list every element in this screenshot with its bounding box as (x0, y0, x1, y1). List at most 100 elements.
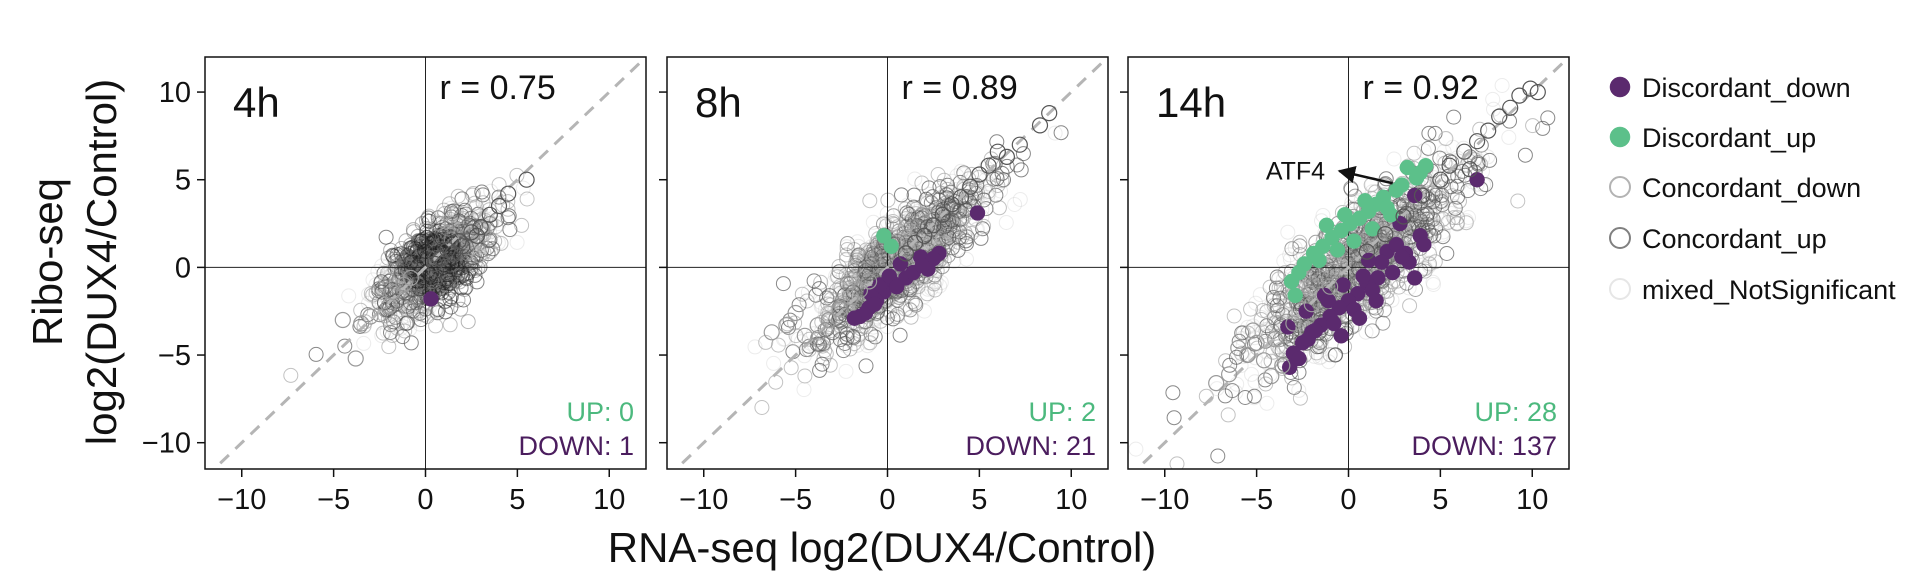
legend: Discordant_down Discordant_up Concordant_d… (1609, 73, 1896, 305)
background-point (1053, 125, 1069, 141)
background-point (958, 233, 974, 249)
background-point (1540, 110, 1556, 126)
background-point (1292, 234, 1308, 250)
identity-line (674, 57, 1108, 469)
legend-label: Discordant_up (1642, 123, 1816, 153)
background-point (375, 325, 391, 341)
background-point (403, 295, 419, 311)
background-point (969, 178, 985, 193)
background-point (403, 254, 419, 270)
background-point (850, 331, 866, 347)
background-point (1259, 304, 1275, 320)
background-point (980, 189, 995, 205)
background-point (337, 338, 353, 354)
point-Concordant_up (1468, 133, 1486, 150)
point-Concordant_up (468, 227, 485, 244)
background-point (1257, 322, 1273, 337)
background-point (747, 339, 763, 355)
background-point (356, 318, 372, 334)
background-point (839, 330, 855, 346)
background-point (1235, 349, 1251, 365)
background-point (471, 248, 487, 264)
background-point (956, 165, 972, 181)
point-Concordant_up (454, 238, 471, 255)
background-point (901, 212, 917, 228)
background-point (889, 309, 905, 325)
background-point (1472, 121, 1488, 137)
point-Concordant_up (1529, 83, 1546, 101)
background-point (1220, 407, 1236, 423)
point-Concordant_up (463, 224, 480, 241)
panel-8h: 8h r = 0.89 UP: 2 DOWN: 21 −10 −5 0 5 10 (659, 56, 1109, 516)
series-Discordant_down (1280, 171, 1485, 376)
background-point (400, 301, 416, 317)
background-point (1246, 390, 1262, 406)
background-point (1253, 312, 1269, 327)
point-Concordant_down (1285, 315, 1302, 332)
x-axis-title: RNA-seq log2(DUX4/Control) (608, 524, 1157, 571)
point-Discordant_down (866, 296, 883, 312)
background-point (840, 236, 855, 251)
point-Discordant_down (1307, 322, 1324, 339)
background-point (823, 291, 839, 307)
background-point (1467, 152, 1482, 168)
correlation-label: r = 0.89 (902, 69, 1018, 107)
background-point (440, 221, 456, 237)
background-point (964, 226, 979, 241)
point-Discordant_down (914, 257, 931, 274)
background-point (1340, 255, 1356, 271)
background-point (509, 234, 525, 250)
background-point (1319, 268, 1335, 284)
background-point (500, 201, 516, 217)
point-Concordant_up (1491, 108, 1508, 125)
background-point (1439, 246, 1455, 261)
background-point (941, 230, 957, 245)
point-Concordant_down (860, 273, 878, 290)
background-point (1259, 395, 1275, 411)
background-point (1247, 336, 1262, 352)
background-point (393, 265, 409, 280)
background-point (1437, 131, 1453, 147)
point-Discordant_down (1416, 236, 1432, 253)
background-point (1421, 125, 1437, 141)
point-Concordant_up (426, 255, 443, 272)
background-point (1224, 383, 1240, 399)
background-point (1460, 183, 1476, 199)
background-point (413, 312, 429, 328)
background-point (829, 285, 845, 301)
correlation-label: r = 0.75 (440, 69, 556, 107)
background-point (1292, 238, 1308, 254)
background-point (898, 301, 913, 317)
background-point (1007, 197, 1023, 212)
background-point (1271, 280, 1287, 296)
legend-item-mixed_NotSignificant: mixed_NotSignificant (1609, 275, 1896, 305)
background-point (1306, 348, 1322, 364)
point-Discordant_down (1394, 249, 1410, 265)
point-Concordant_down (1274, 357, 1291, 374)
x-tick-label: 5 (971, 484, 987, 516)
point-Concordant_up (1041, 104, 1058, 122)
background-point (420, 309, 435, 324)
background-point (811, 281, 827, 297)
point-Concordant_up (1456, 143, 1473, 160)
background-point (466, 199, 482, 215)
background-point (381, 339, 397, 355)
background-point (1276, 253, 1292, 269)
background-point (283, 367, 299, 383)
background-point (1440, 214, 1456, 230)
background-point (412, 281, 427, 297)
background-point (1270, 339, 1286, 355)
background-point (1128, 441, 1144, 457)
background-point (820, 319, 836, 335)
x-tick-label: 0 (1340, 484, 1356, 516)
background-point (796, 382, 812, 398)
background-point (451, 213, 467, 229)
x-tick-label: −5 (317, 484, 350, 516)
background-point (397, 251, 413, 267)
background-point (1222, 357, 1238, 373)
point-Concordant_up (1031, 117, 1049, 134)
y-axis-title-line1: Ribo-seq (24, 178, 71, 346)
background-point (352, 319, 368, 334)
point-Concordant_up (439, 241, 456, 258)
background-point (1344, 319, 1360, 335)
